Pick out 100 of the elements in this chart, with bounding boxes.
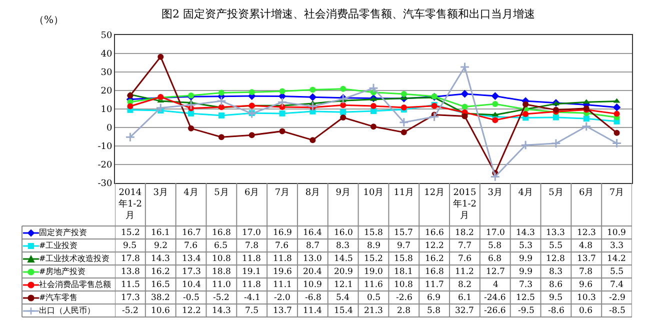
point <box>248 89 255 96</box>
point <box>614 130 620 136</box>
data-label: 7.8 <box>579 267 593 277</box>
data-label: 12.5 <box>516 293 535 303</box>
x-tick-label: 2015年1-2月 <box>452 188 476 222</box>
x-tick-label: 5月 <box>548 188 564 198</box>
data-label: 7.5 <box>245 306 259 316</box>
point <box>340 114 346 121</box>
data-label: -26.6 <box>484 306 506 316</box>
data-label: 15.7 <box>394 228 413 238</box>
x-tick-label: 6月 <box>244 188 260 198</box>
data-label: 8.3 <box>549 267 563 277</box>
data-label: 14.5 <box>334 254 353 264</box>
point <box>340 102 346 108</box>
data-label: 7.7 <box>458 241 472 251</box>
legend-label: #房地产投资 <box>39 267 86 276</box>
point <box>279 88 286 94</box>
point <box>429 112 440 122</box>
data-label: 11.8 <box>242 280 261 290</box>
data-label: 11.5 <box>121 280 140 290</box>
data-label: 8.3 <box>336 241 350 251</box>
data-label: 11.4 <box>303 306 322 316</box>
point <box>520 140 531 150</box>
data-label: 8.6 <box>549 280 563 290</box>
data-label: 7.8 <box>245 241 259 251</box>
point <box>460 62 470 72</box>
data-label: 7.4 <box>610 280 624 290</box>
point <box>216 96 226 106</box>
data-label: 13.3 <box>546 228 565 238</box>
x-tick-label: 2014年1-2月 <box>118 188 142 222</box>
data-label: 9.2 <box>154 241 168 251</box>
y-tick-label: -10 <box>98 142 112 152</box>
data-label: -2.6 <box>396 293 412 303</box>
data-label: 20.9 <box>334 267 353 277</box>
point <box>310 86 316 93</box>
data-label: 21.3 <box>364 306 383 316</box>
data-label: 7.6 <box>458 254 472 264</box>
point <box>370 108 376 114</box>
x-tick-label: 8月 <box>305 188 320 198</box>
point <box>308 93 317 102</box>
data-label: -8.6 <box>548 306 564 316</box>
data-label: 9.5 <box>123 241 137 251</box>
data-label: 16.7 <box>182 228 201 238</box>
point <box>612 103 621 112</box>
legend-label: #工业投资 <box>39 241 78 250</box>
data-label: 8.2 <box>458 280 472 290</box>
x-tick-label: 10月 <box>363 188 384 198</box>
point <box>188 125 194 132</box>
data-label: 10.8 <box>394 280 413 290</box>
data-label: 20.4 <box>303 267 322 277</box>
data-label: -24.6 <box>484 293 506 303</box>
data-label: 9.9 <box>519 267 533 277</box>
x-tick-label: 3月 <box>488 188 503 198</box>
x-tick-label: 12月 <box>424 188 445 198</box>
data-label: 15.2 <box>121 228 140 238</box>
data-label: 9.9 <box>519 254 533 264</box>
y-tick-label: 10 <box>100 105 112 116</box>
x-tick-label: 11月 <box>394 188 414 198</box>
point <box>158 54 164 60</box>
data-label: 38.2 <box>151 293 170 303</box>
data-label: 3.3 <box>610 241 624 251</box>
legend-label: #工业技术改造投资 <box>39 254 110 263</box>
point <box>492 117 498 124</box>
point <box>492 101 498 108</box>
point <box>186 100 196 110</box>
data-label: 7.3 <box>519 280 533 290</box>
data-label: 12.2 <box>425 241 444 251</box>
data-label: 16.4 <box>303 228 322 238</box>
point <box>188 110 194 116</box>
data-label: -2.0 <box>274 293 290 303</box>
y-tick-label: 50 <box>100 31 112 42</box>
data-label: 14.3 <box>212 306 231 316</box>
data-label: 16.8 <box>212 228 231 238</box>
point <box>400 91 407 98</box>
x-tick-label: 5月 <box>214 188 229 198</box>
y-tick-label: 30 <box>100 68 112 78</box>
point <box>279 110 286 116</box>
data-label: 17.0 <box>486 228 505 238</box>
data-label: 16.9 <box>273 228 292 238</box>
point <box>127 103 134 110</box>
data-label: 8.9 <box>367 241 381 251</box>
x-tick-label: 6月 <box>579 188 594 198</box>
point <box>308 101 318 112</box>
data-label: 10.6 <box>151 306 170 316</box>
data-label: 16.8 <box>425 267 444 277</box>
point <box>583 116 590 122</box>
data-label: 11.0 <box>212 280 231 290</box>
data-label: -2.9 <box>609 293 626 303</box>
data-label: 13.4 <box>182 254 201 264</box>
data-label: -5.2 <box>213 293 230 303</box>
x-tick-label: 3月 <box>153 188 168 198</box>
legend-label: #汽车零售 <box>39 293 78 302</box>
point <box>490 172 500 182</box>
data-label: 13.8 <box>121 267 140 277</box>
point <box>522 111 529 117</box>
data-label: 14.2 <box>607 254 626 264</box>
data-label: 5.3 <box>519 241 533 251</box>
data-label: 13.7 <box>577 254 596 264</box>
data-label: 16.2 <box>151 267 170 277</box>
data-label: 2.8 <box>397 306 411 316</box>
